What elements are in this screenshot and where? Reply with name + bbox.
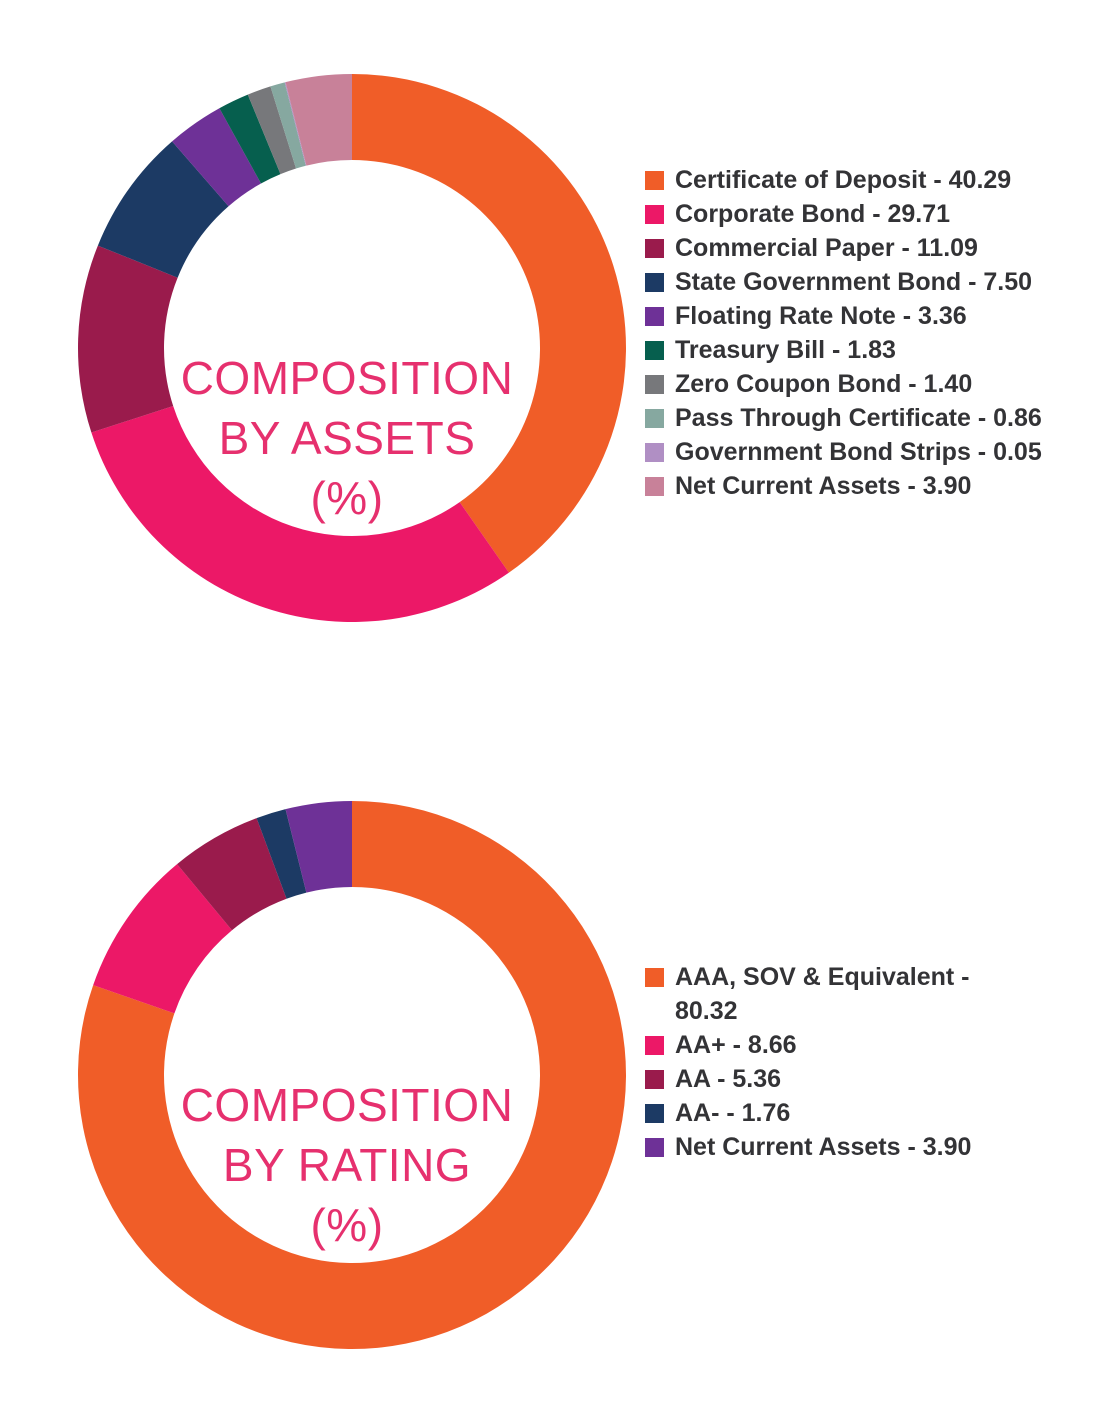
assets-slice-zero-coupon-bond — [247, 86, 297, 175]
assets-legend-swatch — [645, 375, 664, 394]
assets-legend-label: Pass Through Certificate - 0.86 — [675, 404, 1042, 432]
assets-donut — [77, 74, 626, 622]
assets-slice-treasury-bill — [219, 94, 281, 184]
rating-legend-swatch — [645, 968, 664, 987]
rating-legend-label: AA - 5.36 — [675, 1065, 782, 1093]
composition-by-rating-chart: COMPOSITION BY RATING (%) AAA, SOV & Equ… — [0, 720, 1120, 1410]
assets-legend-item-corporate-bond: Corporate Bond - 29.71 — [645, 197, 1042, 231]
rating-slice-net-current-assets — [285, 801, 352, 893]
composition-by-assets-chart: COMPOSITION BY ASSETS (%) Certificate of… — [0, 0, 1120, 700]
rating-center-line-3: (%) — [310, 1199, 384, 1251]
assets-slice-corporate-bond — [91, 406, 509, 622]
assets-legend-item-commercial-paper: Commercial Paper - 11.09 — [645, 231, 1042, 265]
rating-legend-swatch — [645, 1070, 664, 1089]
rating-center-line-1: COMPOSITION — [180, 1079, 514, 1131]
assets-legend-swatch — [645, 307, 664, 326]
rating-legend-swatch — [645, 1104, 664, 1123]
rating-legend: AAA, SOV & Equivalent - 80.32 AA+ - 8.66 A… — [645, 960, 1035, 1164]
assets-legend-swatch — [645, 341, 664, 360]
assets-legend-swatch — [645, 205, 664, 224]
rating-legend-item-aaa-sov-equivalent: AAA, SOV & Equivalent - 80.32 — [645, 960, 1035, 1028]
rating-legend-label: Net Current Assets - 3.90 — [675, 1133, 972, 1161]
assets-legend-item-net-current-assets: Net Current Assets - 3.90 — [645, 469, 1042, 503]
assets-center-label: COMPOSITION BY ASSETS (%) — [177, 348, 517, 528]
rating-slice-aa — [93, 864, 232, 1014]
assets-legend-item-certificate-of-deposit: Certificate of Deposit - 40.29 — [645, 163, 1042, 197]
assets-legend-swatch — [645, 273, 664, 292]
assets-slice-net-current-assets — [285, 74, 352, 166]
assets-center-line-2: BY ASSETS — [218, 412, 476, 464]
assets-center-line-1: COMPOSITION — [180, 352, 514, 404]
rating-center-line-2: BY RATING — [222, 1139, 472, 1191]
assets-legend-label: Corporate Bond - 29.71 — [675, 200, 951, 228]
assets-legend-label: Certificate of Deposit - 40.29 — [675, 166, 1012, 194]
rating-legend-item-aa: AA- - 1.76 — [645, 1096, 1035, 1130]
rating-slice-aa — [177, 818, 287, 931]
assets-slice-government-bond-strips — [284, 82, 307, 166]
assets-legend-item-pass-through-certificate: Pass Through Certificate - 0.86 — [645, 401, 1042, 435]
rating-legend-label: AA+ - 8.66 — [675, 1031, 797, 1059]
assets-legend-swatch — [645, 443, 664, 462]
assets-legend-label: Treasury Bill - 1.83 — [675, 336, 896, 364]
rating-slice-aaa-sov-equivalent — [78, 801, 627, 1349]
rating-legend-label: AA- - 1.76 — [675, 1099, 791, 1127]
assets-slice-state-government-bond — [97, 141, 229, 278]
rating-center-label: COMPOSITION BY RATING (%) — [177, 1075, 517, 1255]
rating-legend-item-aa: AA+ - 8.66 — [645, 1028, 1035, 1062]
rating-legend-label: AAA, SOV & Equivalent - 80.32 — [675, 963, 970, 1025]
assets-legend-item-government-bond-strips: Government Bond Strips - 0.05 — [645, 435, 1042, 469]
rating-legend-item-net-current-assets: Net Current Assets - 3.90 — [645, 1130, 1035, 1164]
assets-legend-item-zero-coupon-bond: Zero Coupon Bond - 1.40 — [645, 367, 1042, 401]
assets-center-line-3: (%) — [310, 472, 384, 524]
rating-legend-swatch — [645, 1138, 664, 1157]
assets-legend-label: Government Bond Strips - 0.05 — [675, 438, 1042, 466]
assets-legend-label: State Government Bond - 7.50 — [675, 268, 1033, 296]
assets-legend-swatch — [645, 409, 664, 428]
rating-slice-aa — [256, 809, 307, 899]
assets-legend-swatch — [645, 171, 664, 190]
rating-legend-item-aa: AA - 5.36 — [645, 1062, 1035, 1096]
assets-legend-label: Zero Coupon Bond - 1.40 — [675, 370, 973, 398]
assets-legend-label: Commercial Paper - 11.09 — [675, 234, 978, 262]
assets-legend: Certificate of Deposit - 40.29 Corporate … — [645, 163, 1042, 503]
rating-donut — [78, 801, 627, 1349]
assets-legend-swatch — [645, 477, 664, 496]
assets-legend-item-treasury-bill: Treasury Bill - 1.83 — [645, 333, 1042, 367]
assets-slice-certificate-of-deposit — [352, 74, 626, 573]
assets-slice-floating-rate-note — [172, 108, 262, 207]
assets-legend-item-state-government-bond: State Government Bond - 7.50 — [645, 265, 1042, 299]
assets-legend-item-floating-rate-note: Floating Rate Note - 3.36 — [645, 299, 1042, 333]
assets-slice-commercial-paper — [77, 245, 178, 433]
assets-legend-label: Floating Rate Note - 3.36 — [675, 302, 967, 330]
rating-legend-swatch — [645, 1036, 664, 1055]
assets-legend-label: Net Current Assets - 3.90 — [675, 472, 972, 500]
assets-slice-pass-through-certificate — [270, 82, 306, 169]
assets-legend-swatch — [645, 239, 664, 258]
